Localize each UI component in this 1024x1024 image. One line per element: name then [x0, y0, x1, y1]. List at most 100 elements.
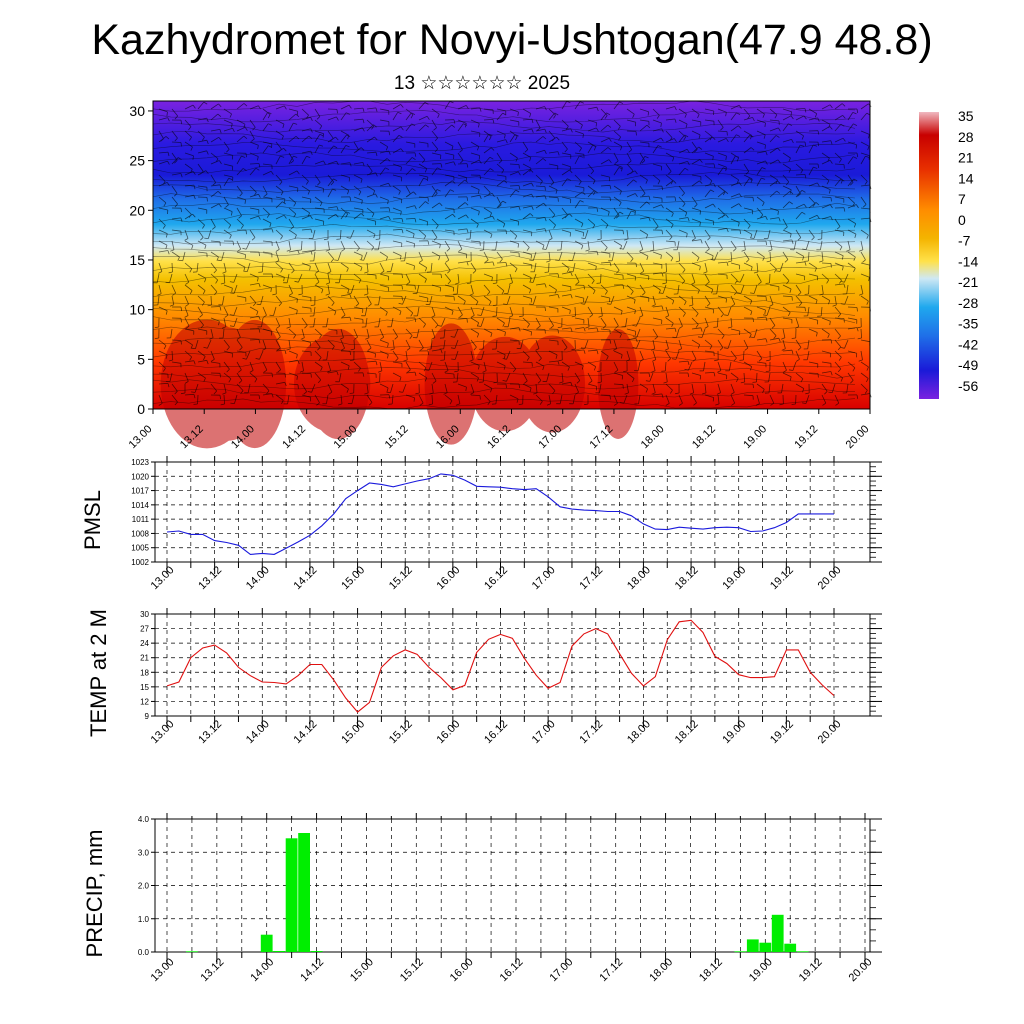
wind-barb	[288, 122, 294, 132]
wind-barb	[207, 229, 212, 239]
wind-barb-flag	[310, 128, 313, 133]
wind-barb-flag	[855, 144, 857, 149]
wind-barb	[392, 372, 402, 378]
x-tick-label: 15.12	[387, 564, 415, 592]
wind-barb	[782, 185, 792, 191]
wind-barb-flag	[190, 344, 193, 349]
contour-line	[152, 284, 856, 298]
wind-barb	[808, 317, 818, 321]
wind-barb	[834, 229, 844, 233]
wind-barb-flag	[279, 181, 283, 186]
wind-barb	[222, 295, 225, 305]
wind-barb	[795, 163, 804, 171]
wind-barb-flag	[726, 228, 729, 233]
wind-barb	[714, 251, 719, 261]
wind-barb-flag	[582, 191, 586, 195]
wind-barb-flag	[240, 225, 244, 229]
wind-barb-flag	[440, 163, 443, 168]
wind-barb-flag	[458, 248, 463, 252]
wind-barb-flag	[459, 314, 463, 318]
wind-barb-flag	[619, 101, 624, 105]
wind-barb	[613, 152, 619, 162]
wind-barb-flag	[331, 346, 335, 350]
wind-barb-flag	[544, 228, 547, 233]
wind-barb	[327, 206, 337, 209]
wind-barb-flag	[270, 171, 274, 175]
wind-barb	[288, 196, 297, 204]
wind-barb	[717, 273, 727, 276]
wind-barb-flag	[310, 304, 315, 306]
wind-barb-flag	[413, 243, 415, 248]
wind-barb-flag	[604, 247, 608, 251]
wind-barb	[418, 141, 428, 144]
wind-barb-flag	[503, 303, 508, 305]
wind-barb	[522, 169, 531, 176]
wind-barb	[821, 185, 831, 190]
wind-barb-flag	[478, 123, 480, 128]
wind-barb	[756, 177, 762, 187]
wind-barb	[795, 130, 804, 137]
wind-barb	[730, 104, 740, 110]
wind-barb	[782, 239, 792, 242]
wind-barb-flag	[411, 157, 416, 161]
wind-barb-flag	[477, 325, 482, 327]
x-tick-label: 18.00	[639, 423, 667, 451]
wind-barb-flag	[762, 202, 765, 207]
wind-barb-flag	[694, 149, 698, 153]
wind-barb	[353, 339, 355, 350]
wind-barb	[301, 328, 305, 338]
wind-barb-flag	[687, 360, 690, 366]
wind-barb	[522, 152, 531, 158]
wind-barb	[548, 151, 558, 154]
wind-barb-flag	[542, 244, 545, 250]
wind-barb-flag	[817, 142, 819, 147]
wind-barb	[587, 145, 593, 154]
wind-barb-flag	[618, 136, 622, 141]
wind-barb	[236, 262, 246, 268]
wind-barb-flag	[739, 193, 742, 198]
wind-barb	[509, 163, 520, 165]
wind-barb	[314, 262, 319, 272]
wind-barb	[236, 207, 242, 216]
wind-barb-flag	[673, 138, 677, 143]
wind-barb	[652, 218, 659, 227]
wind-barb	[805, 240, 810, 250]
wind-barb-flag	[867, 146, 870, 151]
wind-barb	[779, 262, 784, 272]
wind-barb	[392, 251, 402, 257]
wind-barb-flag	[375, 107, 378, 112]
wind-barb-flag	[566, 100, 571, 104]
contour-line	[152, 233, 856, 245]
wind-barb-flag	[255, 358, 260, 360]
wind-barb	[665, 180, 674, 187]
wind-barb	[444, 383, 448, 393]
wind-barb-flag	[466, 163, 469, 168]
wind-barb-flag	[750, 237, 755, 239]
wind-barb	[366, 328, 370, 338]
wind-barb	[223, 394, 225, 405]
wind-barb-flag	[204, 244, 207, 250]
wind-barb	[366, 229, 376, 235]
warm-patch	[223, 319, 287, 449]
wind-barb-flag	[605, 224, 609, 229]
wind-barb-flag	[618, 167, 623, 170]
wind-barb-flag	[618, 202, 622, 207]
wind-barb	[340, 162, 350, 165]
wind-barb-flag	[400, 148, 404, 152]
wind-barb-flag	[542, 158, 547, 162]
wind-barb-flag	[695, 324, 699, 328]
wind-barb-flag	[651, 304, 656, 307]
wind-barb-flag	[276, 347, 281, 351]
wind-barb-flag	[327, 271, 332, 274]
wind-barb	[184, 372, 189, 382]
wind-barb	[457, 295, 466, 302]
wind-barb	[236, 126, 246, 132]
wind-barb	[795, 108, 806, 110]
wind-barb	[457, 306, 463, 315]
y-tick-label: 1023	[131, 458, 149, 467]
wind-barb	[743, 108, 751, 117]
wind-barb-flag	[406, 281, 411, 285]
wind-barb-flag	[832, 304, 837, 307]
wind-barb	[691, 317, 699, 325]
wind-barb	[730, 125, 739, 132]
